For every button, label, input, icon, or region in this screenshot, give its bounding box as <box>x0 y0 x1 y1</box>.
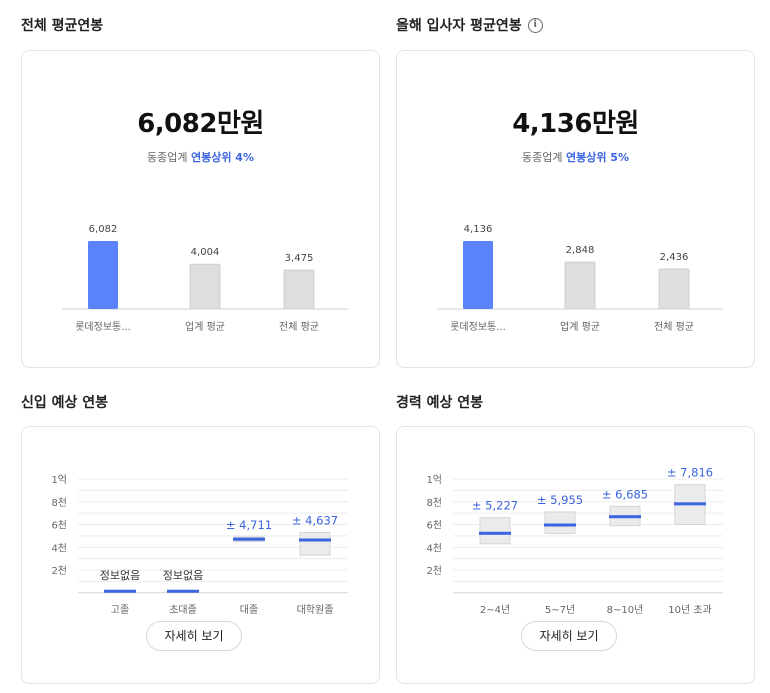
median-bar-2 <box>233 537 265 541</box>
y-tick-label: 4천 <box>426 542 442 554</box>
career-detail-button[interactable]: 자세히 보기 <box>521 621 617 651</box>
new-hire-avg-chart: 4,136 롯데정보통... 2,848 업계 평균 2,436 전체 평균 <box>437 224 723 333</box>
bar-1 <box>189 263 221 310</box>
career-salary-title: 경력 예상 연봉 <box>396 395 484 411</box>
value-label: ± 7,816 <box>667 466 713 480</box>
value-label: ± 6,685 <box>602 487 648 501</box>
info-icon[interactable]: i <box>527 17 543 33</box>
value-label: ± 5,227 <box>472 499 518 513</box>
entry-detail-button[interactable]: 자세히 보기 <box>146 621 242 651</box>
bar-2 <box>283 269 315 310</box>
median-bar-0 <box>479 531 511 535</box>
category-label: 업계 평균 <box>185 320 225 333</box>
value-label: ± 4,637 <box>292 513 338 527</box>
career-salary-chart: 1억 8천 6천 4천 2천 ± 5,227 2~4년 ± 5,955 5~7년 ± 6,685 8… <box>426 466 723 616</box>
total-avg-title: 전체 평균연봉 <box>21 18 104 34</box>
range-box-0 <box>479 517 511 545</box>
bar-value-label: 4,136 <box>464 224 493 235</box>
total-avg-headline: 6,082만원 <box>137 109 264 139</box>
y-tick-label: 2천 <box>51 565 67 577</box>
bar-0 <box>463 241 493 309</box>
median-bar-1 <box>544 523 576 527</box>
y-tick-label: 1억 <box>51 474 67 486</box>
median-bar-3 <box>299 538 331 542</box>
category-label: 전체 평균 <box>279 321 319 333</box>
category-label: 롯데정보통... <box>450 321 506 333</box>
no-data-bar-1 <box>167 589 199 593</box>
new-hire-avg-rank: 동종업계 연봉상위 5% <box>522 151 629 164</box>
y-tick-label: 1억 <box>426 474 442 486</box>
category-label: 대졸 <box>240 604 258 616</box>
category-label: 롯데정보통... <box>75 321 131 333</box>
value-label: ± 5,955 <box>537 493 583 507</box>
category-label: 5~7년 <box>545 604 575 616</box>
new-hire-avg-headline: 4,136만원 <box>512 109 639 139</box>
entry-salary-title: 신입 예상 연봉 <box>21 395 109 411</box>
new-hire-avg-title: 올해 입사자 평균연봉 i <box>396 15 543 35</box>
range-box-3 <box>299 531 331 556</box>
bar-0 <box>88 241 118 309</box>
category-label: 대학원졸 <box>297 604 334 616</box>
bar-value-label: 2,848 <box>566 245 595 256</box>
y-tick-label: 6천 <box>51 520 67 532</box>
value-label: ± 4,711 <box>226 518 272 532</box>
total-avg-rank: 동종업계 연봉상위 4% <box>147 151 254 164</box>
new-hire-avg-card: 4,136만원 동종업계 연봉상위 5% 4,136 롯데정보통... 2,848 업… <box>396 50 755 368</box>
no-data-bar-0 <box>104 589 136 593</box>
total-avg-card: 6,082만원 동종업계 연봉상위 4% 6,082 롯데정보통... 4,004 업… <box>21 50 380 368</box>
category-label: 10년 초과 <box>668 604 712 616</box>
bar-value-label: 4,004 <box>191 247 220 258</box>
y-tick-label: 2천 <box>426 565 442 577</box>
bar-value-label: 6,082 <box>89 224 118 235</box>
total-avg-chart: 6,082 롯데정보통... 4,004 업계 평균 3,475 전체 평균 <box>62 224 348 333</box>
bar-value-label: 2,436 <box>660 252 689 263</box>
category-label: 전체 평균 <box>654 321 694 333</box>
category-label: 고졸 <box>111 604 129 616</box>
bar-value-label: 3,475 <box>285 253 314 264</box>
category-label: 업계 평균 <box>560 320 600 333</box>
bar-1 <box>564 261 596 310</box>
bar-2 <box>658 268 690 310</box>
median-bar-3 <box>674 502 706 506</box>
career-salary-card: 1억 8천 6천 4천 2천 ± 5,227 2~4년 ± 5,955 5~7년 ± 6,685 8… <box>396 426 755 684</box>
y-tick-label: 8천 <box>51 497 67 509</box>
category-label: 초대졸 <box>169 604 197 616</box>
no-data-label: 정보없음 <box>163 569 203 582</box>
y-tick-label: 8천 <box>426 497 442 509</box>
y-tick-label: 6천 <box>426 520 442 532</box>
category-label: 8~10년 <box>607 604 644 616</box>
y-tick-label: 4천 <box>51 542 67 554</box>
no-data-label: 정보없음 <box>100 569 140 582</box>
range-box-1 <box>544 511 576 535</box>
category-label: 2~4년 <box>480 604 510 616</box>
median-bar-2 <box>609 515 641 519</box>
